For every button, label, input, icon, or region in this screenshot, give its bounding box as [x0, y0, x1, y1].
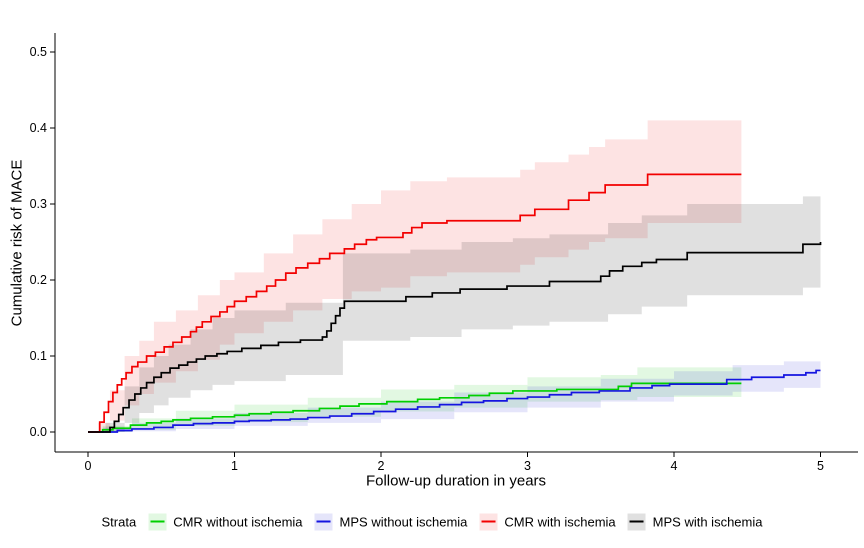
legend-swatch-mps-without-ischemia: [314, 513, 333, 531]
cmr-with-ischemia-curve: [88, 173, 742, 433]
legend-key-line: [481, 520, 496, 523]
x-tick-label: 0: [84, 459, 92, 473]
y-tick-label: 0.5: [29, 45, 47, 59]
axes: [50, 33, 858, 457]
y-tick-label: 0.1: [29, 349, 47, 363]
legend-label: CMR with ischemia: [504, 514, 616, 530]
legend-items: CMR without ischemia MPS without ischemia…: [148, 513, 763, 531]
y-tick-label: 0.3: [29, 197, 47, 211]
legend-label: MPS without ischemia: [339, 514, 468, 530]
y-tick-label: 0.2: [29, 273, 47, 287]
legend-item-mps-with-ischemia: MPS with ischemia: [627, 513, 763, 531]
x-axis-title: Follow-up duration in years: [365, 472, 547, 490]
mps-without-ischemia-curve: [88, 369, 821, 433]
legend: Strata CMR without ischemia MPS without i…: [101, 513, 763, 531]
legend-key-line: [316, 520, 331, 523]
legend-label: CMR without ischemia: [173, 514, 303, 530]
mps-without-ischemia-confidence-band: [102, 357, 821, 432]
legend-swatch-cmr-without-ischemia: [148, 513, 167, 531]
legend-label: MPS with ischemia: [652, 514, 763, 530]
legend-swatch-cmr-with-ischemia: [479, 513, 498, 531]
legend-key-line: [150, 520, 165, 523]
legend-key-line: [629, 520, 644, 523]
x-tick-label: 2: [377, 459, 385, 473]
legend-title: Strata: [101, 514, 137, 530]
legend-item-mps-without-ischemia: MPS without ischemia: [314, 513, 468, 531]
y-tick-label: 0.4: [29, 121, 47, 135]
legend-item-cmr-with-ischemia: CMR with ischemia: [479, 513, 616, 531]
cmr-without-ischemia-curve: [88, 382, 742, 433]
legend-swatch-mps-with-ischemia: [627, 513, 646, 531]
x-tick-label: 4: [670, 459, 678, 473]
cmr-with-ischemia-confidence-band: [98, 120, 742, 433]
x-tick-label: 3: [524, 459, 531, 473]
x-tick-label: 1: [231, 459, 238, 473]
y-tick-label: 0.0: [29, 425, 47, 439]
mps-with-ischemia-confidence-band: [105, 192, 821, 432]
x-tick-label: 5: [817, 459, 824, 473]
y-axis-title: Cumulative risk of MACE: [8, 159, 26, 327]
legend-item-cmr-without-ischemia: CMR without ischemia: [148, 513, 303, 531]
mps-with-ischemia-curve: [88, 242, 822, 433]
